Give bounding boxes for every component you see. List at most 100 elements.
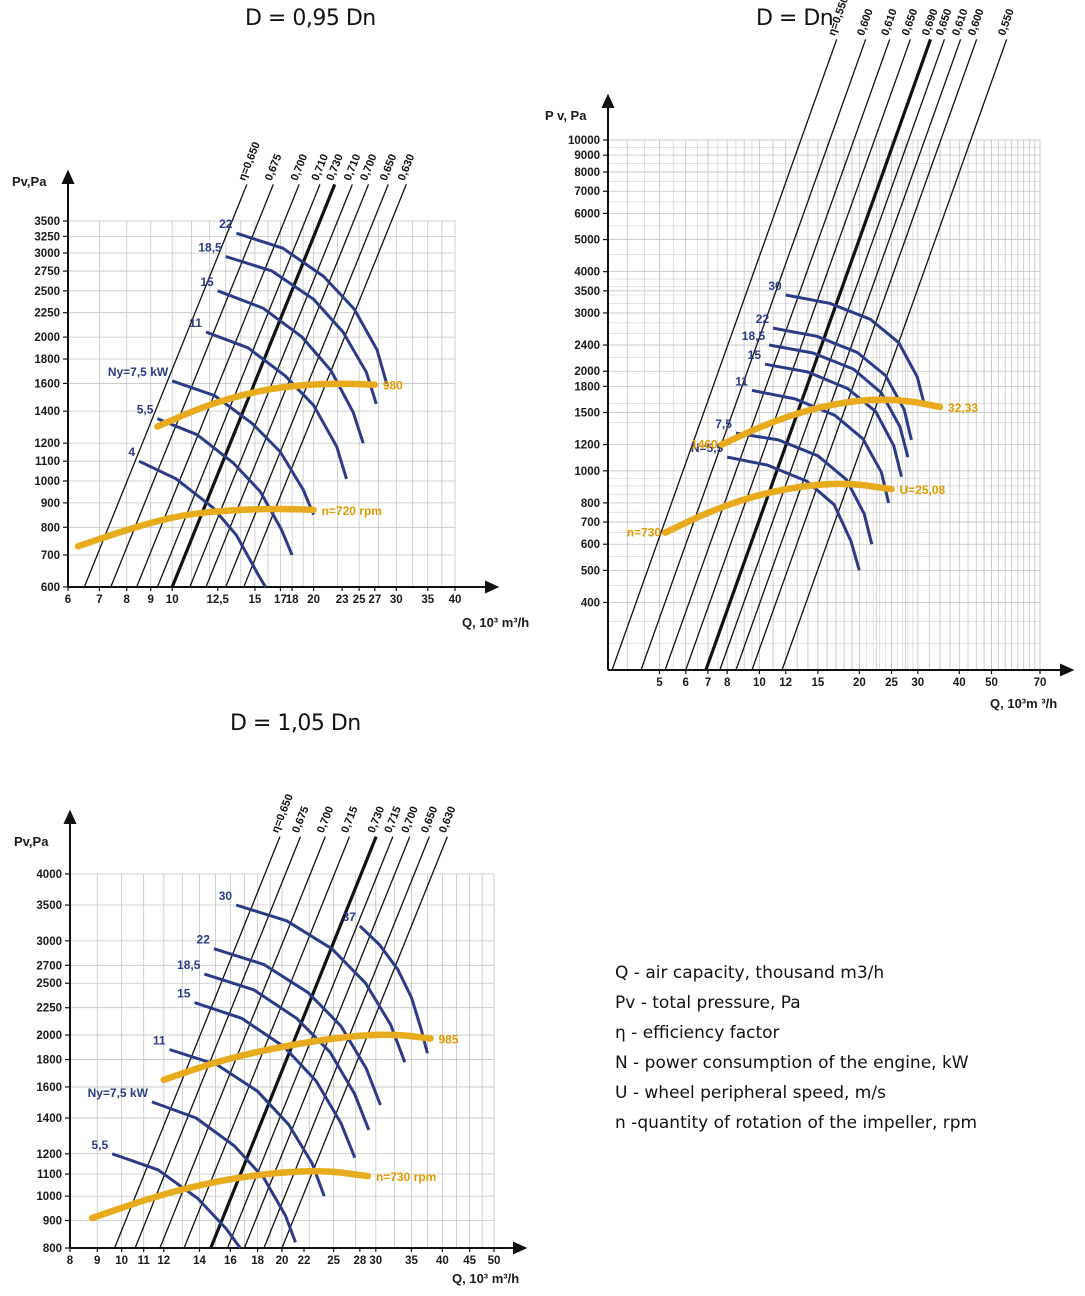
x-tick-label: 30 [390,594,403,606]
efficiency-line [159,836,326,1249]
y-tick-label: 9000 [574,150,600,162]
x-tick-label: 6 [65,594,71,606]
power-curve [225,255,378,405]
y-tick-label: 3000 [574,308,600,320]
efficiency-lines: η=0,650 0,675 0,700 0,7100,7300,7100,7000,6… [83,140,417,588]
power-curves: 5,5 Ny=7,5 kW 11 15 18,5 22 30 37 [88,889,429,1249]
y-tick-label: 2250 [34,308,60,320]
y-tick-label: 2700 [36,960,62,972]
x-tick-label: 11 [138,1255,151,1267]
speed-curve [718,396,944,448]
x-tick-label: 7 [705,677,711,689]
y-tick-label: 3500 [36,900,62,912]
y-tick-label: 3000 [36,936,62,948]
efficiency-line [751,39,978,671]
efficiency-label: η=0,650 [237,140,263,182]
efficiency-line [134,836,302,1249]
speed-annotation: U=25,08 [900,483,946,497]
chart-title-dn: D = Dn [756,6,834,31]
efficiency-line [113,836,281,1249]
power-curve [358,924,429,1054]
x-axis-arrow [1060,663,1075,677]
power-curve [194,1001,357,1159]
efficiency-label: 0,675 [290,805,311,835]
speed-curve-label: 985 [439,1033,459,1047]
efficiency-line [263,836,430,1249]
x-tick-label: 30 [369,1255,382,1267]
x-tick-label: 20 [276,1255,289,1267]
y-axis-arrow [601,93,615,108]
power-curve [171,379,315,516]
x-tick-label: 45 [463,1255,476,1267]
power-curve [203,972,371,1131]
x-tick-label: 50 [488,1255,501,1267]
power-curve-label: 11 [735,374,748,388]
power-curve-label: 7,5 [715,417,732,431]
x-tick-label: 35 [421,594,434,606]
power-curve [156,417,294,556]
efficiency-label: 0,610 [879,7,900,37]
speed-curve-label: 980 [383,379,403,393]
efficiency-label: 0,675 [263,153,284,183]
legend-line-pv: Pv - total pressure, Pa [615,993,801,1013]
y-tick-label: 1200 [36,1149,62,1161]
y-tick-label: 1000 [34,476,60,488]
x-tick-label: 9 [94,1255,100,1267]
x-tick-label: 9 [148,594,154,606]
x-tick-label: 12,5 [207,594,230,606]
y-tick-label: 10000 [568,135,600,147]
y-tick-label: 1600 [36,1082,62,1094]
x-tick-label: 5 [656,677,663,689]
x-axis-arrow [513,1241,528,1255]
y-tick-label: 2000 [574,366,600,378]
x-tick-label: 10 [753,677,766,689]
x-tick-label: 35 [405,1255,418,1267]
y-tick-label: 3250 [34,231,60,243]
legend-line-n: N - power consumption of the engine, kW [615,1053,969,1073]
y-tick-label: 1000 [574,466,600,478]
speed-curves: n=720 rpm 980 [74,379,403,550]
efficiency-line [83,184,248,588]
power-curve-label: 18,5 [742,329,766,343]
legend-line-q: Q - air capacity, thousand m3/h [615,963,885,983]
y-tick-label: 600 [41,582,60,594]
x-tick-label: 8 [123,594,130,606]
speed-curve [74,505,317,550]
efficiency-line [735,39,962,671]
efficiency-label: 0,715 [339,805,360,835]
speed-curve [154,380,379,430]
chart-title-095: D = 0,95 Dn [245,6,376,31]
power-curve-label: 4 [128,445,135,459]
x-tick-label: 30 [911,677,924,689]
x-tick-label: 70 [1034,677,1047,689]
x-tick-label: 12 [157,1255,170,1267]
tick-labels: 8 9 10 11 12 14 16 18 20 22 25 28 30 35 40 45 5080090010… [36,869,500,1267]
y-tick-label: 5000 [574,235,600,247]
power-curve-label: 30 [768,279,782,293]
x-tick-label: 12 [779,677,792,689]
efficiency-line [664,39,891,671]
power-curve-label: 15 [748,348,762,362]
power-curve [151,1100,297,1243]
y-tick-label: 2500 [36,978,62,990]
grid [67,220,456,588]
y-tick-label: 1400 [36,1113,62,1125]
y-tick-label: 1100 [37,1169,62,1181]
legend: Q - air capacity, thousand m3/h Pv - tot… [615,958,1065,1138]
y-tick-label: 1400 [34,406,60,418]
speed-curve-label: n=730 [627,526,662,540]
x-tick-label: 7 [96,594,102,606]
efficiency-label: η=0,550 [826,0,851,37]
x-tick-label: 40 [436,1255,449,1267]
y-tick-label: 1800 [34,354,60,366]
x-tick-label: 22 [298,1255,311,1267]
power-curve [751,388,891,504]
power-curves: 4 5,5 Ny=7,5 kW 11 15 18,5 22 [108,217,389,588]
y-tick-label: 1100 [35,456,60,468]
x-tick-label: 25 [353,594,366,606]
speed-annotation: 32,33 [948,401,978,415]
power-curve-label: 37 [342,910,356,924]
y-tick-label: 800 [43,1243,62,1255]
x-tick-label: 20 [853,677,866,689]
y-tick-label: 3500 [574,286,600,298]
